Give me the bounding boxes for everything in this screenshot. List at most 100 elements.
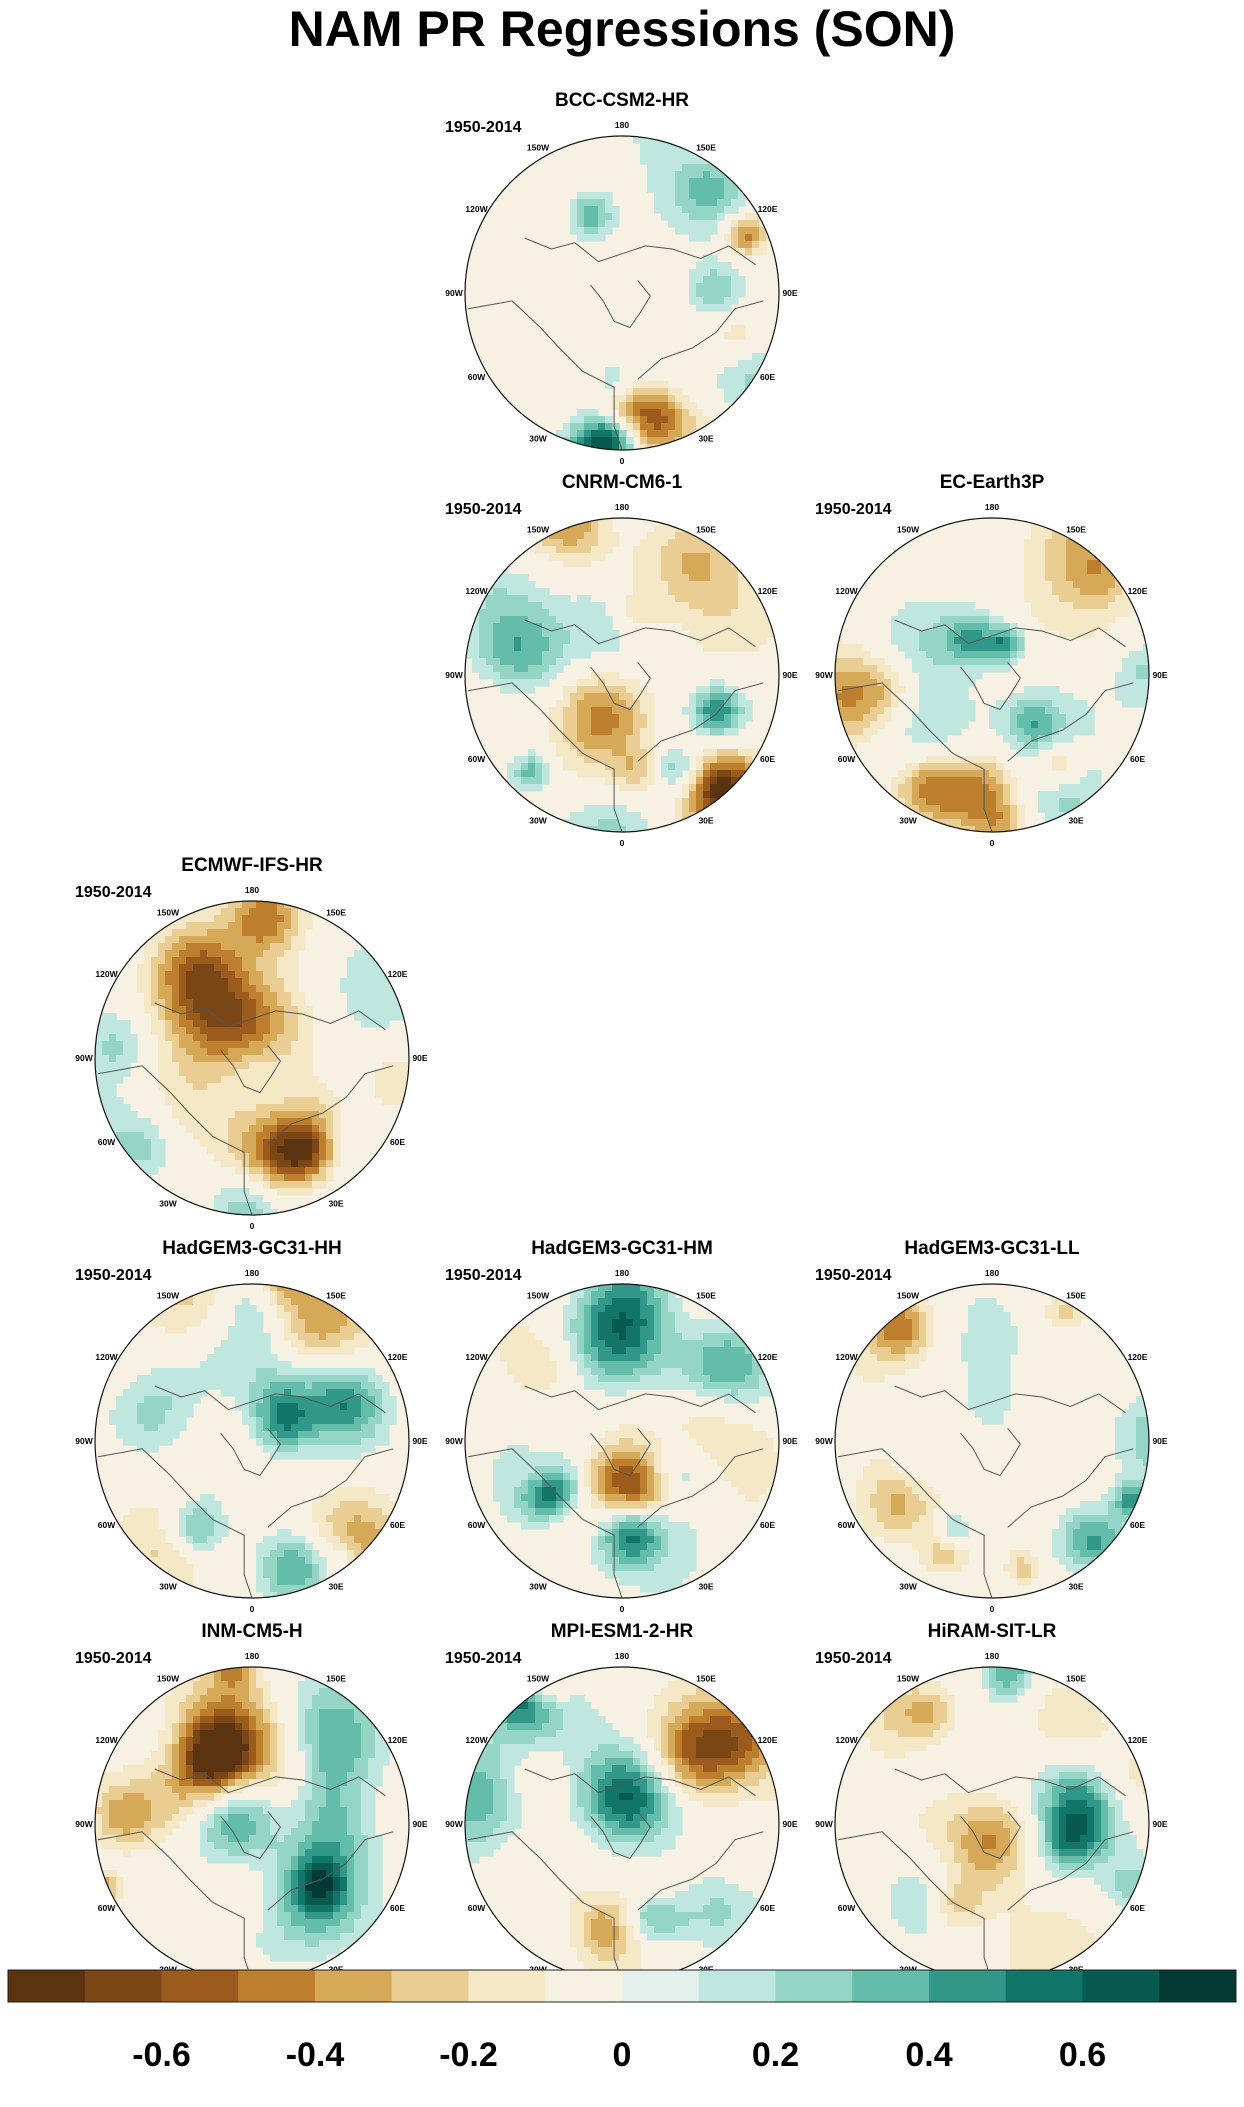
panel-period: 1950-2014	[815, 1650, 892, 1667]
longitude-label: 90E	[1152, 670, 1167, 680]
longitude-label: 150W	[897, 1674, 920, 1684]
longitude-label: 30W	[529, 816, 547, 826]
panel-title: HadGEM3-GC31-LL	[904, 1238, 1080, 1259]
longitude-label: 150W	[157, 1291, 180, 1301]
longitude-label: 120W	[465, 1352, 488, 1362]
longitude-label: 60E	[390, 1520, 405, 1530]
longitude-label: 150W	[157, 908, 180, 918]
colorbar-tick-label: 0.2	[752, 2036, 799, 2074]
longitude-label: 90W	[815, 1819, 833, 1829]
longitude-label: 60E	[390, 1137, 405, 1147]
longitude-label: 180	[615, 1651, 629, 1661]
longitude-label: 150E	[696, 525, 716, 535]
longitude-label: 150E	[1066, 525, 1086, 535]
longitude-label: 30W	[159, 1582, 177, 1592]
coastlines	[468, 1768, 764, 1981]
longitude-label: 180	[615, 502, 629, 512]
panel-period: 1950-2014	[445, 119, 522, 136]
longitude-label: 0	[990, 1604, 995, 1614]
longitude-label: 120W	[835, 1352, 858, 1362]
colorbar-tick-label: 0.4	[905, 2036, 952, 2074]
longitude-label: 90E	[782, 1436, 797, 1446]
coastlines	[98, 1002, 394, 1215]
longitude-label: 120E	[1128, 1352, 1148, 1362]
colorbar-tick-label: 0.6	[1059, 2036, 1106, 2074]
longitude-label: 90W	[445, 1436, 463, 1446]
longitude-label: 30E	[328, 1582, 343, 1592]
pr-field	[465, 518, 779, 832]
panel-title: HiRAM-SIT-LR	[928, 1621, 1057, 1642]
colorbar-tick-label: -0.2	[439, 2036, 498, 2074]
longitude-label: 60W	[838, 1520, 856, 1530]
longitude-label: 150E	[1066, 1674, 1086, 1684]
panel-period: 1950-2014	[75, 1267, 152, 1284]
longitude-label: 90E	[412, 1436, 427, 1446]
colorbar-swatch	[1082, 1970, 1160, 2002]
longitude-label: 60W	[98, 1520, 116, 1530]
longitude-label: 120W	[95, 969, 118, 979]
longitude-label: 180	[245, 1651, 259, 1661]
longitude-label: 150E	[326, 1291, 346, 1301]
coastlines	[98, 1385, 394, 1598]
map-panel: HadGEM3-GC31-HH 1950-2014 180 150E 120E 90E 60…	[75, 1238, 428, 1614]
longitude-label: 30E	[1068, 816, 1083, 826]
panel-period: 1950-2014	[445, 501, 522, 518]
panel-period: 1950-2014	[445, 1267, 522, 1284]
longitude-label: 150E	[326, 908, 346, 918]
longitude-label: 60E	[760, 1520, 775, 1530]
longitude-label: 150E	[696, 1674, 716, 1684]
longitude-label: 150W	[527, 1291, 550, 1301]
figure-title: NAM PR Regressions (SON)	[289, 1, 956, 57]
longitude-label: 150W	[897, 1291, 920, 1301]
longitude-label: 120E	[388, 1735, 408, 1745]
colorbar-swatch	[84, 1970, 162, 2002]
longitude-label: 180	[615, 1268, 629, 1278]
colorbar-frame	[7, 1969, 1237, 2003]
colorbar-swatch	[1005, 1970, 1083, 2002]
longitude-label: 90W	[815, 670, 833, 680]
longitude-label: 60W	[838, 1903, 856, 1913]
pr-field	[95, 1667, 409, 1981]
longitude-label: 120E	[1128, 586, 1148, 596]
longitude-label: 30W	[159, 1199, 177, 1209]
longitude-label: 90W	[445, 1819, 463, 1829]
panel-title: HadGEM3-GC31-HH	[162, 1238, 341, 1259]
pr-field	[465, 136, 779, 450]
longitude-label: 150W	[527, 525, 550, 535]
longitude-label: 30W	[899, 816, 917, 826]
longitude-label: 150W	[897, 525, 920, 535]
pr-field	[835, 1667, 1149, 1981]
longitude-label: 30E	[698, 816, 713, 826]
longitude-label: 120W	[95, 1352, 118, 1362]
longitude-label: 60E	[390, 1903, 405, 1913]
longitude-label: 120W	[835, 1735, 858, 1745]
longitude-label: 180	[985, 502, 999, 512]
panel-title: HadGEM3-GC31-HM	[531, 1238, 713, 1259]
longitude-label: 30E	[698, 434, 713, 444]
longitude-label: 120W	[465, 586, 488, 596]
longitude-label: 90E	[782, 670, 797, 680]
longitude-label: 120E	[758, 204, 778, 214]
longitude-label: 90W	[75, 1819, 93, 1829]
longitude-label: 0	[620, 1604, 625, 1614]
longitude-label: 30E	[698, 1582, 713, 1592]
longitude-label: 120W	[95, 1735, 118, 1745]
pr-field	[95, 1284, 409, 1598]
longitude-label: 0	[620, 456, 625, 466]
map-border	[94, 900, 410, 1216]
colorbar-swatch	[315, 1970, 393, 2002]
coastlines	[838, 1768, 1134, 1981]
longitude-label: 60E	[1130, 754, 1145, 764]
longitude-label: 60W	[468, 1903, 486, 1913]
pr-field	[835, 1284, 1149, 1598]
longitude-label: 150W	[157, 1674, 180, 1684]
longitude-label: 60E	[1130, 1520, 1145, 1530]
longitude-label: 90W	[815, 1436, 833, 1446]
panel-title: ECMWF-IFS-HR	[181, 855, 323, 876]
longitude-label: 90E	[782, 288, 797, 298]
longitude-label: 90E	[1152, 1819, 1167, 1829]
longitude-label: 90E	[412, 1053, 427, 1063]
